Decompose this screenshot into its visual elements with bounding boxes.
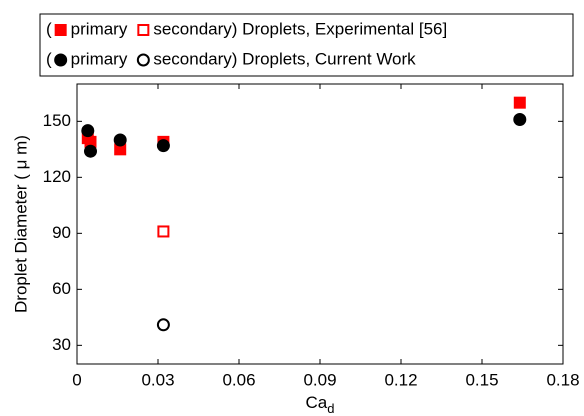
x-tick-label: 0.03 <box>141 370 174 389</box>
y-tick-label: 60 <box>52 279 71 298</box>
data-point <box>513 112 527 126</box>
legend-marker <box>137 24 150 36</box>
data-point <box>113 133 127 147</box>
x-tick-label: 0.06 <box>222 370 255 389</box>
x-tick-label: 0.15 <box>465 370 498 389</box>
data-point <box>157 225 170 238</box>
x-tick-label: 0.12 <box>384 370 417 389</box>
legend-label: primary <box>71 49 128 68</box>
x-tick-label: 0.18 <box>546 370 579 389</box>
x-axis-label-main: Ca <box>306 393 328 412</box>
y-tick-label: 90 <box>52 223 71 242</box>
legend-marker <box>54 53 68 67</box>
legend-label: secondary) Droplets, Experimental [56] <box>153 19 447 38</box>
data-point <box>84 144 97 158</box>
legend-box <box>39 13 574 77</box>
x-axis-label-sub: d <box>327 401 334 416</box>
data-point <box>513 96 526 109</box>
x-axis-label: Cad <box>306 393 335 416</box>
legend-label: primary <box>71 19 128 38</box>
legend-label: secondary) Droplets, Current Work <box>153 49 416 68</box>
y-tick-label: 120 <box>43 167 71 186</box>
legend-prefix: ( <box>46 49 52 68</box>
legend-marker <box>54 24 67 36</box>
data-point <box>156 139 170 153</box>
x-tick-label: 0 <box>72 370 81 389</box>
data-point <box>81 124 95 138</box>
x-tick-label: 0.09 <box>303 370 336 389</box>
legend-marker <box>136 53 150 67</box>
legend-prefix: ( <box>46 19 52 38</box>
y-axis-label: Droplet Diameter ( μ m) <box>11 135 30 313</box>
y-tick-label: 150 <box>43 111 71 130</box>
y-tick-label: 30 <box>52 335 71 354</box>
data-point <box>156 318 170 332</box>
